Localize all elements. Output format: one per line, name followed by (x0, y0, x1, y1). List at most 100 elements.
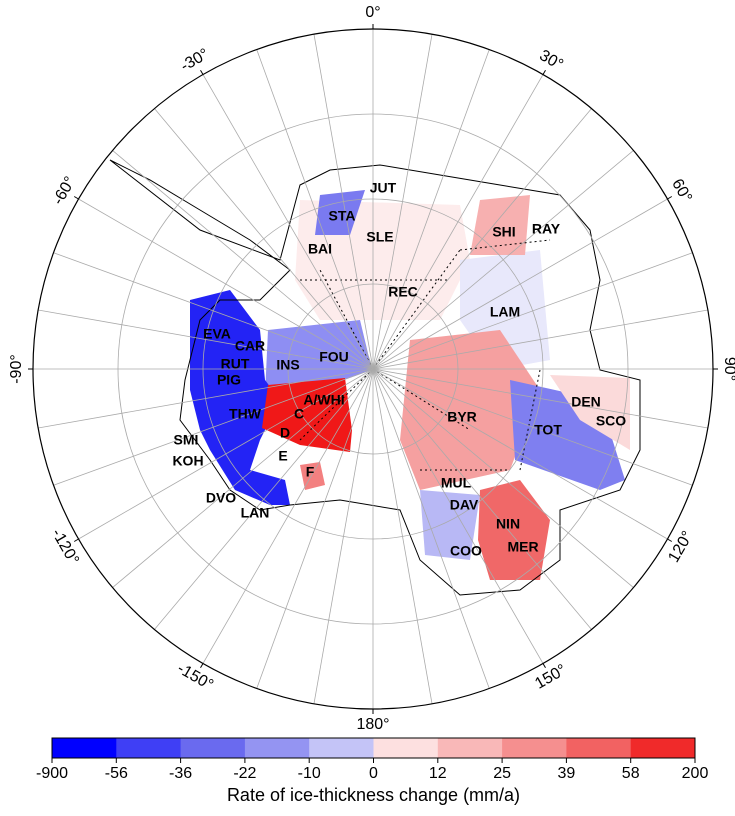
meridian (38, 309, 374, 370)
meridian (202, 368, 374, 664)
field (550, 375, 630, 450)
colorbar-tick-label: 39 (558, 765, 576, 782)
field (300, 462, 325, 490)
lon-tick (200, 69, 204, 75)
colorbar-segment (630, 738, 696, 758)
colorbar-segment (180, 738, 246, 758)
field (262, 378, 352, 452)
region-label: STA (329, 208, 356, 224)
region-label: E (278, 448, 287, 464)
lon-label: -30° (178, 46, 212, 76)
colorbar-tick-label: 0 (369, 765, 378, 782)
field (420, 490, 480, 560)
lon-label: 0° (365, 4, 380, 21)
region-label: REC (388, 284, 418, 300)
region-label: F (306, 464, 315, 480)
colorbar-tick-label: -10 (298, 765, 321, 782)
region-label: THW (229, 406, 262, 422)
meridian (313, 34, 374, 370)
region-label: C (294, 406, 304, 422)
meridian (372, 368, 490, 689)
lon-tick (667, 538, 673, 542)
meridian (372, 309, 708, 370)
region-label: FOU (319, 349, 349, 365)
colorbar-tick-label: 25 (493, 765, 511, 782)
region-label: DEN (571, 394, 601, 410)
colorbar: -900 -56 -36 -22 -10 0 12 25 39 58 200 Rate of ice-… (36, 737, 709, 805)
meridian (372, 150, 634, 370)
region-label: DAV (450, 497, 479, 513)
meridian (256, 49, 374, 370)
basin-boundaries (299, 239, 551, 471)
meridian (372, 252, 693, 370)
region-label: JUT (370, 180, 397, 196)
region-label: SMI (174, 432, 199, 448)
anomaly-fields (190, 190, 630, 580)
meridian (372, 49, 490, 370)
region-label: PIG (217, 372, 241, 388)
lon-label: -60° (50, 174, 80, 208)
lon-tick (542, 663, 546, 669)
lon-tick (542, 69, 546, 75)
meridian (372, 368, 708, 429)
lon-label: -120° (48, 526, 82, 568)
colorbar-segment (244, 738, 310, 758)
field (265, 320, 372, 395)
region-label: DVO (206, 490, 236, 506)
lon-tick (73, 196, 79, 200)
region-label: LAM (490, 304, 520, 320)
meridian (154, 108, 374, 370)
lon-label: 30° (536, 47, 565, 74)
colorbar-segment (502, 738, 567, 758)
region-label: SLE (366, 229, 393, 245)
meridian (53, 252, 374, 370)
region-label: TOT (534, 422, 562, 438)
meridian (112, 368, 374, 588)
field (190, 290, 290, 505)
meridian (372, 198, 668, 370)
region-label: NIN (496, 516, 520, 532)
region-label: LAN (241, 505, 270, 521)
meridian (372, 34, 433, 370)
region-label: SCO (596, 413, 626, 429)
field (470, 195, 530, 255)
meridian (313, 368, 374, 704)
meridian (372, 368, 634, 588)
region-label: KOH (172, 453, 203, 469)
field (478, 480, 550, 580)
meridian (112, 150, 374, 370)
colorbar-segment (437, 738, 503, 758)
lon-tick (73, 538, 79, 542)
meridian (372, 74, 544, 370)
region-label: D (280, 425, 290, 441)
meridian (53, 368, 374, 486)
region-label: RUT (221, 356, 250, 372)
lon-label: 180° (356, 716, 389, 733)
meridian (78, 198, 374, 370)
region-label: COO (450, 543, 482, 559)
coastline (109, 159, 641, 596)
colorbar-tick-label: 200 (682, 765, 709, 782)
colorbar-tick-label: -36 (169, 765, 192, 782)
colorbar-segment (116, 738, 182, 758)
meridian (202, 74, 374, 370)
meridian (38, 368, 374, 429)
region-label: BAI (308, 241, 332, 257)
meridian (372, 368, 433, 704)
colorbar-segment (309, 738, 374, 758)
region-label: CAR (235, 338, 265, 354)
meridian (372, 368, 693, 486)
colorbar-tick-label: 58 (622, 765, 640, 782)
region-label: SHI (492, 224, 515, 240)
meridian (78, 368, 374, 540)
graticule: 0°30°60°90°120°150°180°-150°-120°-90°-60… (8, 4, 735, 733)
meridian (256, 368, 374, 689)
region-label: EVA (203, 326, 231, 342)
meridian (372, 368, 544, 664)
meridian (372, 368, 668, 540)
region-label: MER (507, 539, 538, 555)
region-label: RAY (532, 221, 561, 237)
meridian (372, 368, 592, 630)
